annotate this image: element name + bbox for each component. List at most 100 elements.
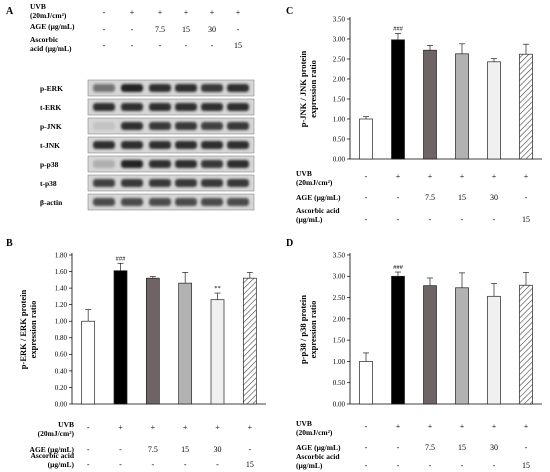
blot-treatment-value: 15: [234, 41, 242, 50]
treatment-value: +: [396, 172, 401, 181]
bar-3: [423, 285, 437, 405]
treatment-value: +: [460, 172, 465, 181]
bar-4: [455, 53, 469, 160]
blot-band: [93, 141, 115, 149]
y-tick-label: 3.50: [333, 15, 346, 23]
y-tick-label: 1.60: [55, 268, 68, 276]
bar-2: [391, 39, 405, 160]
treatment-value: 30: [214, 445, 222, 454]
blot-band: [149, 179, 171, 187]
treatment-value: 15: [522, 461, 530, 470]
treatment-value: -: [151, 460, 154, 469]
y-tick-label: 0.20: [55, 384, 68, 392]
panel-letter-c: C: [286, 6, 293, 17]
blot-row-p-jnk: p-JNK: [40, 117, 255, 135]
treatment-value: +: [460, 422, 465, 431]
bar-1: [359, 361, 373, 405]
blot-band: [149, 122, 171, 130]
bar-4: [178, 282, 193, 405]
panel-letter-b: B: [6, 238, 13, 249]
bar-6: [242, 277, 257, 405]
treatment-value: -: [216, 460, 219, 469]
blot-band: [149, 103, 171, 111]
blot-band: [201, 84, 223, 92]
blot-band: [149, 141, 171, 149]
blot-treatment-value: -: [103, 41, 106, 50]
treatment-value: +: [396, 422, 401, 431]
treatment-value: +: [248, 423, 253, 432]
y-axis-label: p-JNK / JNK proteinexpression ratio: [298, 50, 318, 127]
blot-band: [227, 179, 249, 187]
bar-1: [359, 118, 373, 160]
bar-4: [455, 287, 469, 405]
blot-band: [121, 160, 143, 168]
treatment-value: -: [87, 460, 90, 469]
treatment-value: -: [397, 461, 400, 470]
treatment-value: +: [492, 422, 497, 431]
treatment-value: +: [151, 423, 156, 432]
blot-band: [121, 141, 143, 149]
blot-label: p-ERK: [40, 84, 63, 93]
treatment-label-uvb-20mj-cm: UVB (20mJ/cm²): [296, 169, 333, 187]
blot-treatment-value: +: [184, 8, 189, 17]
y-tick-label: 0.50: [333, 135, 346, 143]
blot-label: β-actin: [40, 198, 63, 207]
y-tick-label: 0.50: [333, 379, 346, 387]
treatment-value: -: [461, 461, 464, 470]
blot-band: [149, 198, 171, 206]
panel-a-western-blot: UVB (20mJ/cm²) - + + + + + AGE (μg/mL) - - 7.5 15 30 -…: [30, 2, 255, 211]
y-tick-label: 2.50: [333, 55, 346, 63]
blot-treatment-value: -: [131, 41, 134, 50]
blot-band: [201, 103, 223, 111]
blot-treatment-value: -: [103, 25, 106, 34]
y-axis-label: p-p38 / p38 proteinexpression ratio: [298, 295, 318, 364]
treatment-value: -: [525, 443, 528, 452]
treatment-value: 15: [458, 193, 466, 202]
treatment-value: +: [183, 423, 188, 432]
blot-treatment-value: -: [185, 41, 188, 50]
treatment-label-age-g-ml: AGE (μg/mL): [296, 443, 341, 452]
chart-panel-d: p-p38 / p38 proteinexpression ratio 0.00 0…: [296, 251, 542, 470]
treatment-value: 15: [181, 445, 189, 454]
treatment-label-ascorbic-acid-g-ml: Ascorbic acid (μg/mL): [30, 451, 74, 469]
blot-band: [201, 179, 223, 187]
blot-treatment-value: -: [103, 8, 106, 17]
treatment-value: -: [87, 423, 90, 432]
blot-band: [93, 160, 115, 168]
blot-treatment-value: 15: [182, 25, 190, 34]
treatment-value: +: [524, 422, 529, 431]
blot-treatment-label-uvb-20mj-cm: UVB (20mJ/cm²): [30, 2, 67, 20]
y-tick-label: 1.00: [333, 115, 346, 123]
chart-panel-b: p-ERK / ERK proteinexpression ratio 0.00 0…: [18, 251, 266, 469]
y-tick-label: 0.60: [55, 351, 68, 359]
treatment-value: -: [365, 215, 368, 224]
blot-treatment-value: 7.5: [155, 25, 165, 34]
blot-band: [227, 84, 249, 92]
chart-panel-c: p-JNK / JNK proteinexpression ratio 0.00 0…: [296, 15, 542, 224]
treatment-value: 7.5: [425, 193, 435, 202]
blot-treatment-value: -: [159, 41, 162, 50]
blot-treatment-value: +: [210, 8, 215, 17]
y-tick-label: 2.00: [333, 315, 346, 323]
treatment-value: -: [119, 445, 122, 454]
blot-label: t-JNK: [40, 141, 60, 150]
blot-row-p-erk: p-ERK: [40, 79, 255, 97]
treatment-value: -: [429, 461, 432, 470]
blot-row-t-erk: t-ERK: [40, 98, 255, 116]
bar-6: [519, 284, 533, 405]
blot-band: [175, 122, 197, 130]
treatment-value: +: [428, 422, 433, 431]
treatment-value: +: [215, 423, 220, 432]
treatment-value: -: [493, 215, 496, 224]
treatment-value: 15: [458, 443, 466, 452]
blot-band: [93, 198, 115, 206]
panel-letter-a: A: [6, 6, 14, 17]
treatment-value: -: [365, 193, 368, 202]
y-tick-label: 1.50: [333, 337, 346, 345]
treatment-value: -: [461, 215, 464, 224]
blot-band: [149, 84, 171, 92]
treatment-label-ascorbic-acid-g-ml: Ascorbic acid (μg/mL): [296, 452, 340, 470]
y-tick-label: 1.50: [333, 95, 346, 103]
y-tick-label: 3.00: [333, 35, 346, 43]
treatment-label-age-g-ml: AGE (μg/mL): [296, 193, 341, 202]
